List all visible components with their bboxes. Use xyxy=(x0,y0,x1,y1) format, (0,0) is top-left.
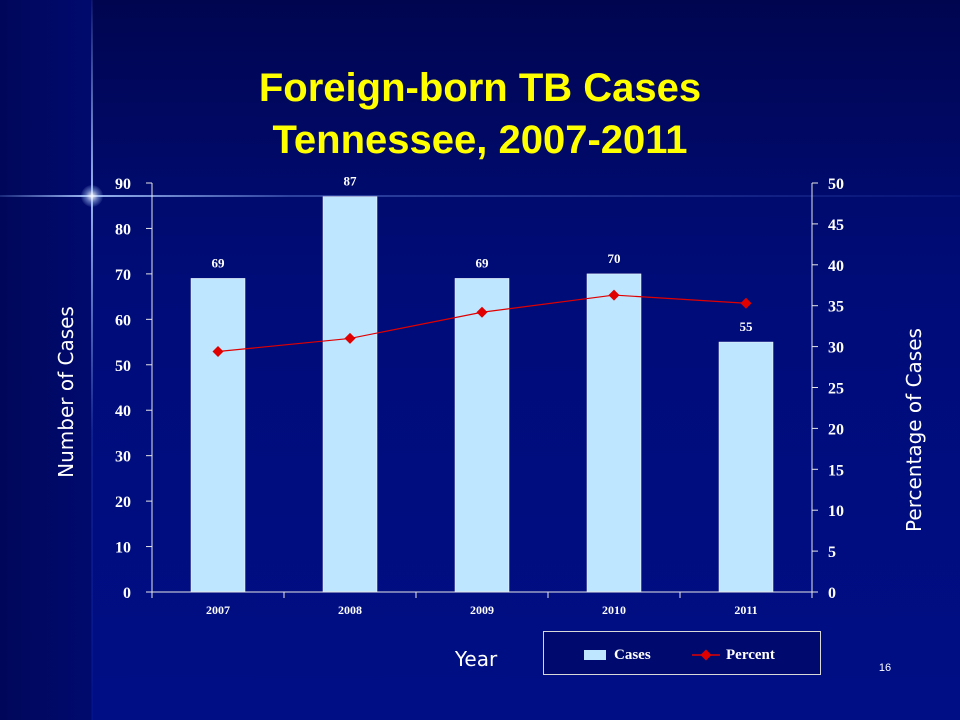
right-ticks-layer: 0 5 10 15 20 25 30 35 40 45 50 xyxy=(812,176,844,602)
y2-tick-label-15: 15 xyxy=(828,462,844,479)
legend-label-cases: Cases xyxy=(614,646,651,663)
bar-swatch-icon xyxy=(584,650,606,660)
bar-value-label-2010: 70 xyxy=(608,251,621,266)
x-tick-label-2010: 2010 xyxy=(602,603,626,617)
bar-2007 xyxy=(190,278,246,593)
percent-marker-2011 xyxy=(740,297,752,309)
y2-tick-label-40: 40 xyxy=(828,258,844,275)
title-line-1: Foreign-born TB Cases xyxy=(258,66,702,110)
x-tick-label-2009: 2009 xyxy=(470,603,494,617)
y2-tick-label-25: 25 xyxy=(828,381,844,398)
y-tick-label-90: 90 xyxy=(115,176,131,193)
y2-tick-label-0: 0 xyxy=(828,585,836,602)
y2-tick-label-30: 30 xyxy=(828,340,844,357)
x-tick-label-2011: 2011 xyxy=(734,603,757,617)
light-flare-icon xyxy=(81,185,103,207)
y-tick-label-70: 70 xyxy=(115,267,131,284)
x-tick-label-2008: 2008 xyxy=(338,603,362,617)
y-tick-label-0: 0 xyxy=(123,585,131,602)
legend-item-cases: Cases xyxy=(584,646,651,664)
bar-2010 xyxy=(586,273,642,593)
legend-label-percent: Percent xyxy=(726,646,775,663)
y2-axis-title: Percentage of Cases xyxy=(902,328,926,532)
y2-tick-label-20: 20 xyxy=(828,421,844,438)
y2-tick-label-50: 50 xyxy=(828,176,844,193)
y-tick-label-30: 30 xyxy=(115,449,131,466)
bar-value-label-2007: 69 xyxy=(212,255,226,270)
y-axis-title: Number of Cases xyxy=(54,306,78,478)
percent-marker-2009 xyxy=(476,306,488,318)
title-line-2: Tennessee, 2007-2011 xyxy=(272,118,688,162)
upper-band-decoration xyxy=(92,0,960,196)
category-layer: 2007 2008 2009 2010 2011 xyxy=(151,592,813,617)
y-tick-label-10: 10 xyxy=(115,540,131,557)
chart-legend: Cases Percent xyxy=(543,631,821,675)
bar-2008 xyxy=(322,196,378,593)
bar-value-label-2008: 87 xyxy=(344,174,358,189)
y-tick-label-50: 50 xyxy=(115,358,131,375)
page-number: 16 xyxy=(878,662,892,674)
y-tick-label-80: 80 xyxy=(115,221,131,238)
line-layer xyxy=(212,289,752,358)
left-ticks-layer: 0 10 20 30 40 50 60 70 80 90 xyxy=(115,176,152,602)
bar-value-label-2011: 55 xyxy=(740,319,754,334)
y-tick-label-20: 20 xyxy=(115,494,131,511)
diamond-line-icon xyxy=(692,649,720,661)
y-tick-label-60: 60 xyxy=(115,312,131,329)
percent-marker-2007 xyxy=(212,346,224,358)
bars-layer xyxy=(190,196,774,593)
percent-marker-2008 xyxy=(344,332,356,344)
bar-labels-layer: 69 87 69 70 55 xyxy=(212,174,754,334)
x-tick-label-2007: 2007 xyxy=(206,603,230,617)
y-tick-label-40: 40 xyxy=(115,403,131,420)
bar-value-label-2009: 69 xyxy=(476,255,490,270)
vertical-light-line xyxy=(91,0,93,720)
bar-2011 xyxy=(718,341,774,593)
bar-2009 xyxy=(454,278,510,593)
y2-tick-label-35: 35 xyxy=(828,299,844,316)
legend-item-percent: Percent xyxy=(692,646,775,664)
x-axis-title: Year xyxy=(454,647,498,671)
left-band-decoration xyxy=(0,0,92,720)
y2-tick-label-10: 10 xyxy=(828,503,844,520)
horizontal-light-line xyxy=(0,195,960,197)
y2-tick-label-5: 5 xyxy=(828,544,836,561)
percent-marker-2010 xyxy=(608,289,620,301)
y2-tick-label-45: 45 xyxy=(828,217,844,234)
slide-title: Foreign-born TB Cases Tennessee, 2007-20… xyxy=(160,62,800,166)
